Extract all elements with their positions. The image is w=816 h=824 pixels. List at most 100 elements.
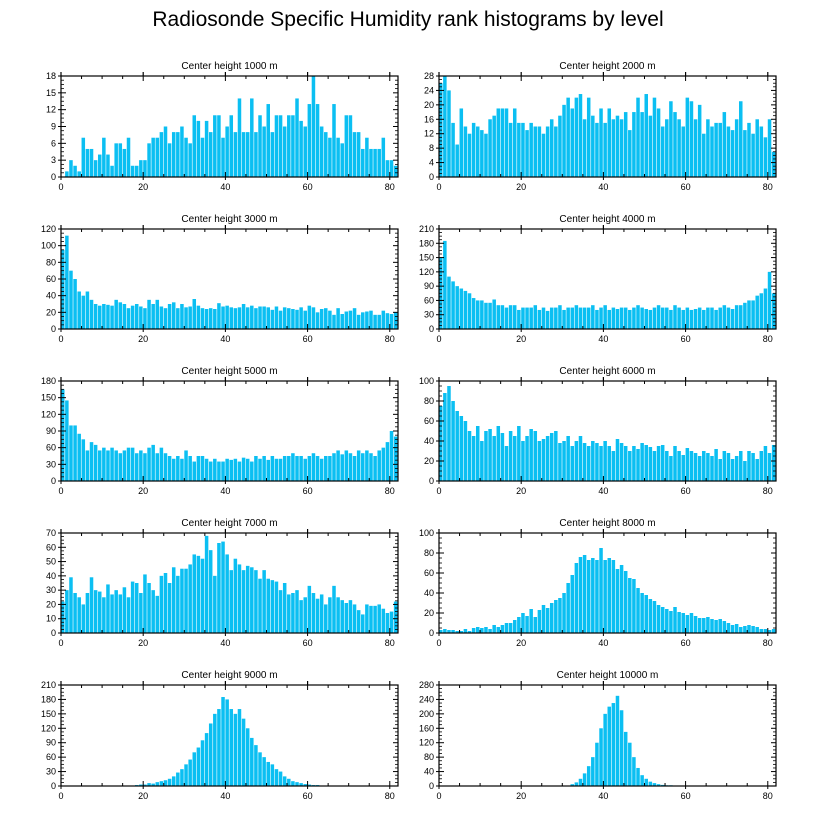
histogram-bar (221, 461, 225, 481)
y-tick-label: 20 (46, 307, 56, 317)
histogram-bar (93, 444, 98, 481)
histogram-bar (196, 555, 201, 633)
histogram-bar (628, 742, 632, 786)
y-tick-label: 100 (41, 241, 56, 251)
histogram-bar (537, 309, 542, 329)
histogram-bar (93, 304, 98, 329)
histogram-bar (562, 104, 566, 177)
histogram-bar (258, 752, 262, 786)
histogram-bar (258, 115, 262, 177)
histogram-bar (697, 104, 702, 177)
histogram-bar (763, 288, 768, 329)
histogram-bar (143, 784, 147, 786)
histogram-bar (734, 305, 739, 329)
histogram-bar (570, 307, 575, 329)
histogram-bar (669, 101, 673, 177)
histogram-bar (726, 307, 731, 329)
histogram-bar (258, 306, 262, 329)
histogram-bar (599, 307, 603, 329)
histogram-bar (648, 781, 653, 786)
histogram-bar (213, 115, 217, 177)
histogram-bar (126, 447, 131, 481)
histogram-bar (184, 764, 188, 786)
y-tick-label: 180 (419, 238, 434, 248)
histogram-bar (134, 165, 139, 177)
histogram-bar (250, 737, 254, 786)
y-tick-label: 120 (41, 224, 56, 234)
histogram-bar (747, 122, 751, 177)
histogram-bar (480, 441, 484, 481)
histogram-bar (245, 307, 250, 329)
x-tick-label: 80 (385, 182, 395, 192)
x-tick-label: 80 (385, 486, 395, 496)
histogram-bar (623, 446, 628, 481)
histogram-bar (685, 615, 690, 633)
histogram-bar (669, 611, 673, 633)
histogram-bar (270, 580, 275, 633)
histogram-bar (126, 597, 131, 633)
histogram-bar (106, 304, 110, 329)
histogram-bar (636, 97, 640, 177)
histogram-bar (693, 453, 698, 481)
histogram-panel-4: Center height 4000 m 0 20 40 60 80 0 30 60 90 120 1… (419, 214, 777, 344)
histogram-bar (586, 97, 591, 177)
histogram-bar (282, 126, 287, 177)
histogram-bar (299, 120, 303, 177)
y-tick-label: 0 (51, 628, 56, 638)
histogram-bar (734, 456, 739, 481)
histogram-bar (270, 309, 275, 329)
histogram-bar (439, 406, 443, 481)
histogram-bar (365, 311, 369, 329)
histogram-bar (677, 612, 681, 633)
y-tick-label: 210 (419, 224, 434, 234)
histogram-bar (270, 456, 275, 481)
histogram-bar (586, 766, 591, 786)
histogram-bar (139, 306, 143, 329)
histogram-bar (167, 456, 172, 481)
histogram-bar (578, 557, 583, 633)
histogram-bar (763, 446, 768, 481)
histogram-bar (93, 590, 98, 633)
histogram-bar (566, 97, 570, 177)
histogram-bar (603, 305, 607, 329)
histogram-bar (291, 309, 295, 329)
histogram-bar (340, 143, 344, 177)
histogram-bar (369, 148, 373, 177)
histogram-bar (352, 132, 357, 177)
y-tick-label: 80 (424, 752, 434, 762)
histogram-bar (122, 450, 127, 481)
histogram-bar (578, 778, 583, 786)
histogram-bar (319, 309, 324, 329)
histogram-bar (549, 433, 554, 481)
histogram-bar (652, 451, 657, 481)
histogram-bar (619, 307, 624, 329)
histogram-bar (352, 604, 357, 633)
histogram-bar (200, 308, 205, 329)
histogram-bar (599, 108, 603, 177)
histogram-bar (373, 314, 377, 329)
histogram-bar (97, 591, 102, 633)
histogram-bar (521, 307, 525, 329)
histogram-bar (640, 307, 644, 329)
histogram-bar (541, 307, 546, 329)
histogram-bar (697, 456, 702, 481)
histogram-bar (163, 308, 168, 329)
histogram-bar (660, 126, 665, 177)
histogram-bar (188, 456, 192, 481)
y-tick-label: 180 (41, 694, 56, 704)
histogram-bar (328, 597, 332, 633)
histogram-bar (208, 461, 213, 481)
histogram-bar (270, 132, 275, 177)
histogram-bar (299, 307, 303, 329)
histogram-bar (533, 126, 538, 177)
histogram-bar (171, 458, 176, 481)
histogram-bar (529, 122, 533, 177)
histogram-bar (685, 307, 690, 329)
histogram-bar (180, 458, 184, 481)
histogram-bar (443, 393, 447, 481)
histogram-bar (463, 629, 468, 633)
histogram-bar (467, 133, 472, 177)
histogram-bar (475, 300, 480, 329)
histogram-bar (336, 450, 340, 481)
histogram-bar (377, 604, 381, 633)
